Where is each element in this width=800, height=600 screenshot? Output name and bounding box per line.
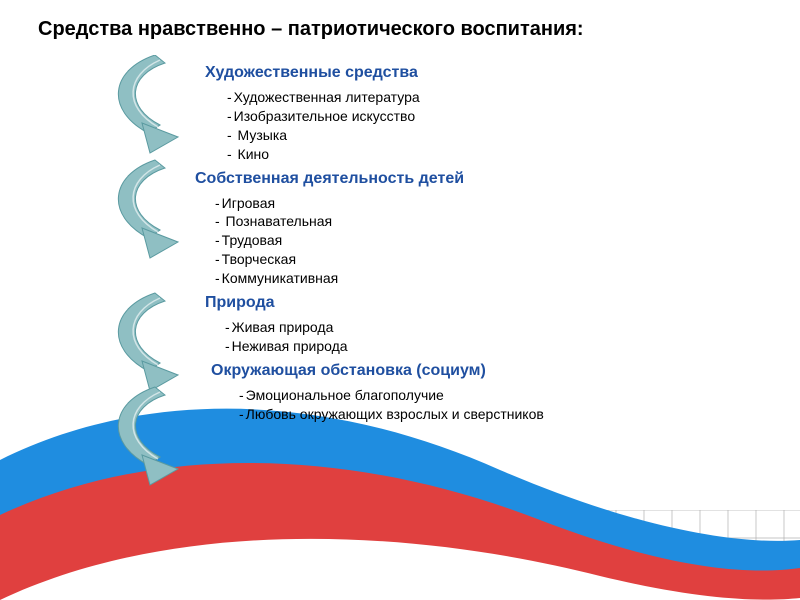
- content-area: Художественные средства -Художественная л…: [205, 60, 765, 430]
- item-list: -Живая природа-Неживая природа: [225, 318, 765, 356]
- list-item: - Музыка: [227, 126, 765, 145]
- item-list: -Эмоциональное благополучие-Любовь окруж…: [239, 386, 765, 424]
- list-item: -Живая природа: [225, 318, 765, 337]
- list-item: -Изобразительное искусство: [227, 107, 765, 126]
- arrow-column: [100, 55, 220, 535]
- list-item: - Кино: [227, 145, 765, 164]
- list-item: - Познавательная: [215, 212, 765, 231]
- curved-arrow-icon: [118, 387, 178, 485]
- section-title: Окружающая обстановка (социум): [211, 362, 765, 380]
- section-title: Собственная деятельность детей: [195, 170, 765, 188]
- item-list: -Художественная литература-Изобразительн…: [227, 88, 765, 164]
- list-item: -Любовь окружающих взрослых и сверстнико…: [239, 405, 765, 424]
- list-item: -Неживая природа: [225, 337, 765, 356]
- curved-arrow-icon: [118, 160, 178, 258]
- list-item: -Художественная литература: [227, 88, 765, 107]
- list-item: -Коммуникативная: [215, 269, 765, 288]
- page-title: Средства нравственно – патриотического в…: [38, 18, 584, 41]
- curved-arrow-icon: [118, 293, 178, 391]
- section-title: Художественные средства: [205, 64, 765, 82]
- list-item: -Творческая: [215, 250, 765, 269]
- list-item: -Игровая: [215, 194, 765, 213]
- item-list: -Игровая- Познавательная-Трудовая-Творче…: [215, 194, 765, 288]
- list-item: -Трудовая: [215, 231, 765, 250]
- list-item: -Эмоциональное благополучие: [239, 386, 765, 405]
- curved-arrow-icon: [118, 55, 178, 153]
- section-title: Природа: [205, 294, 765, 312]
